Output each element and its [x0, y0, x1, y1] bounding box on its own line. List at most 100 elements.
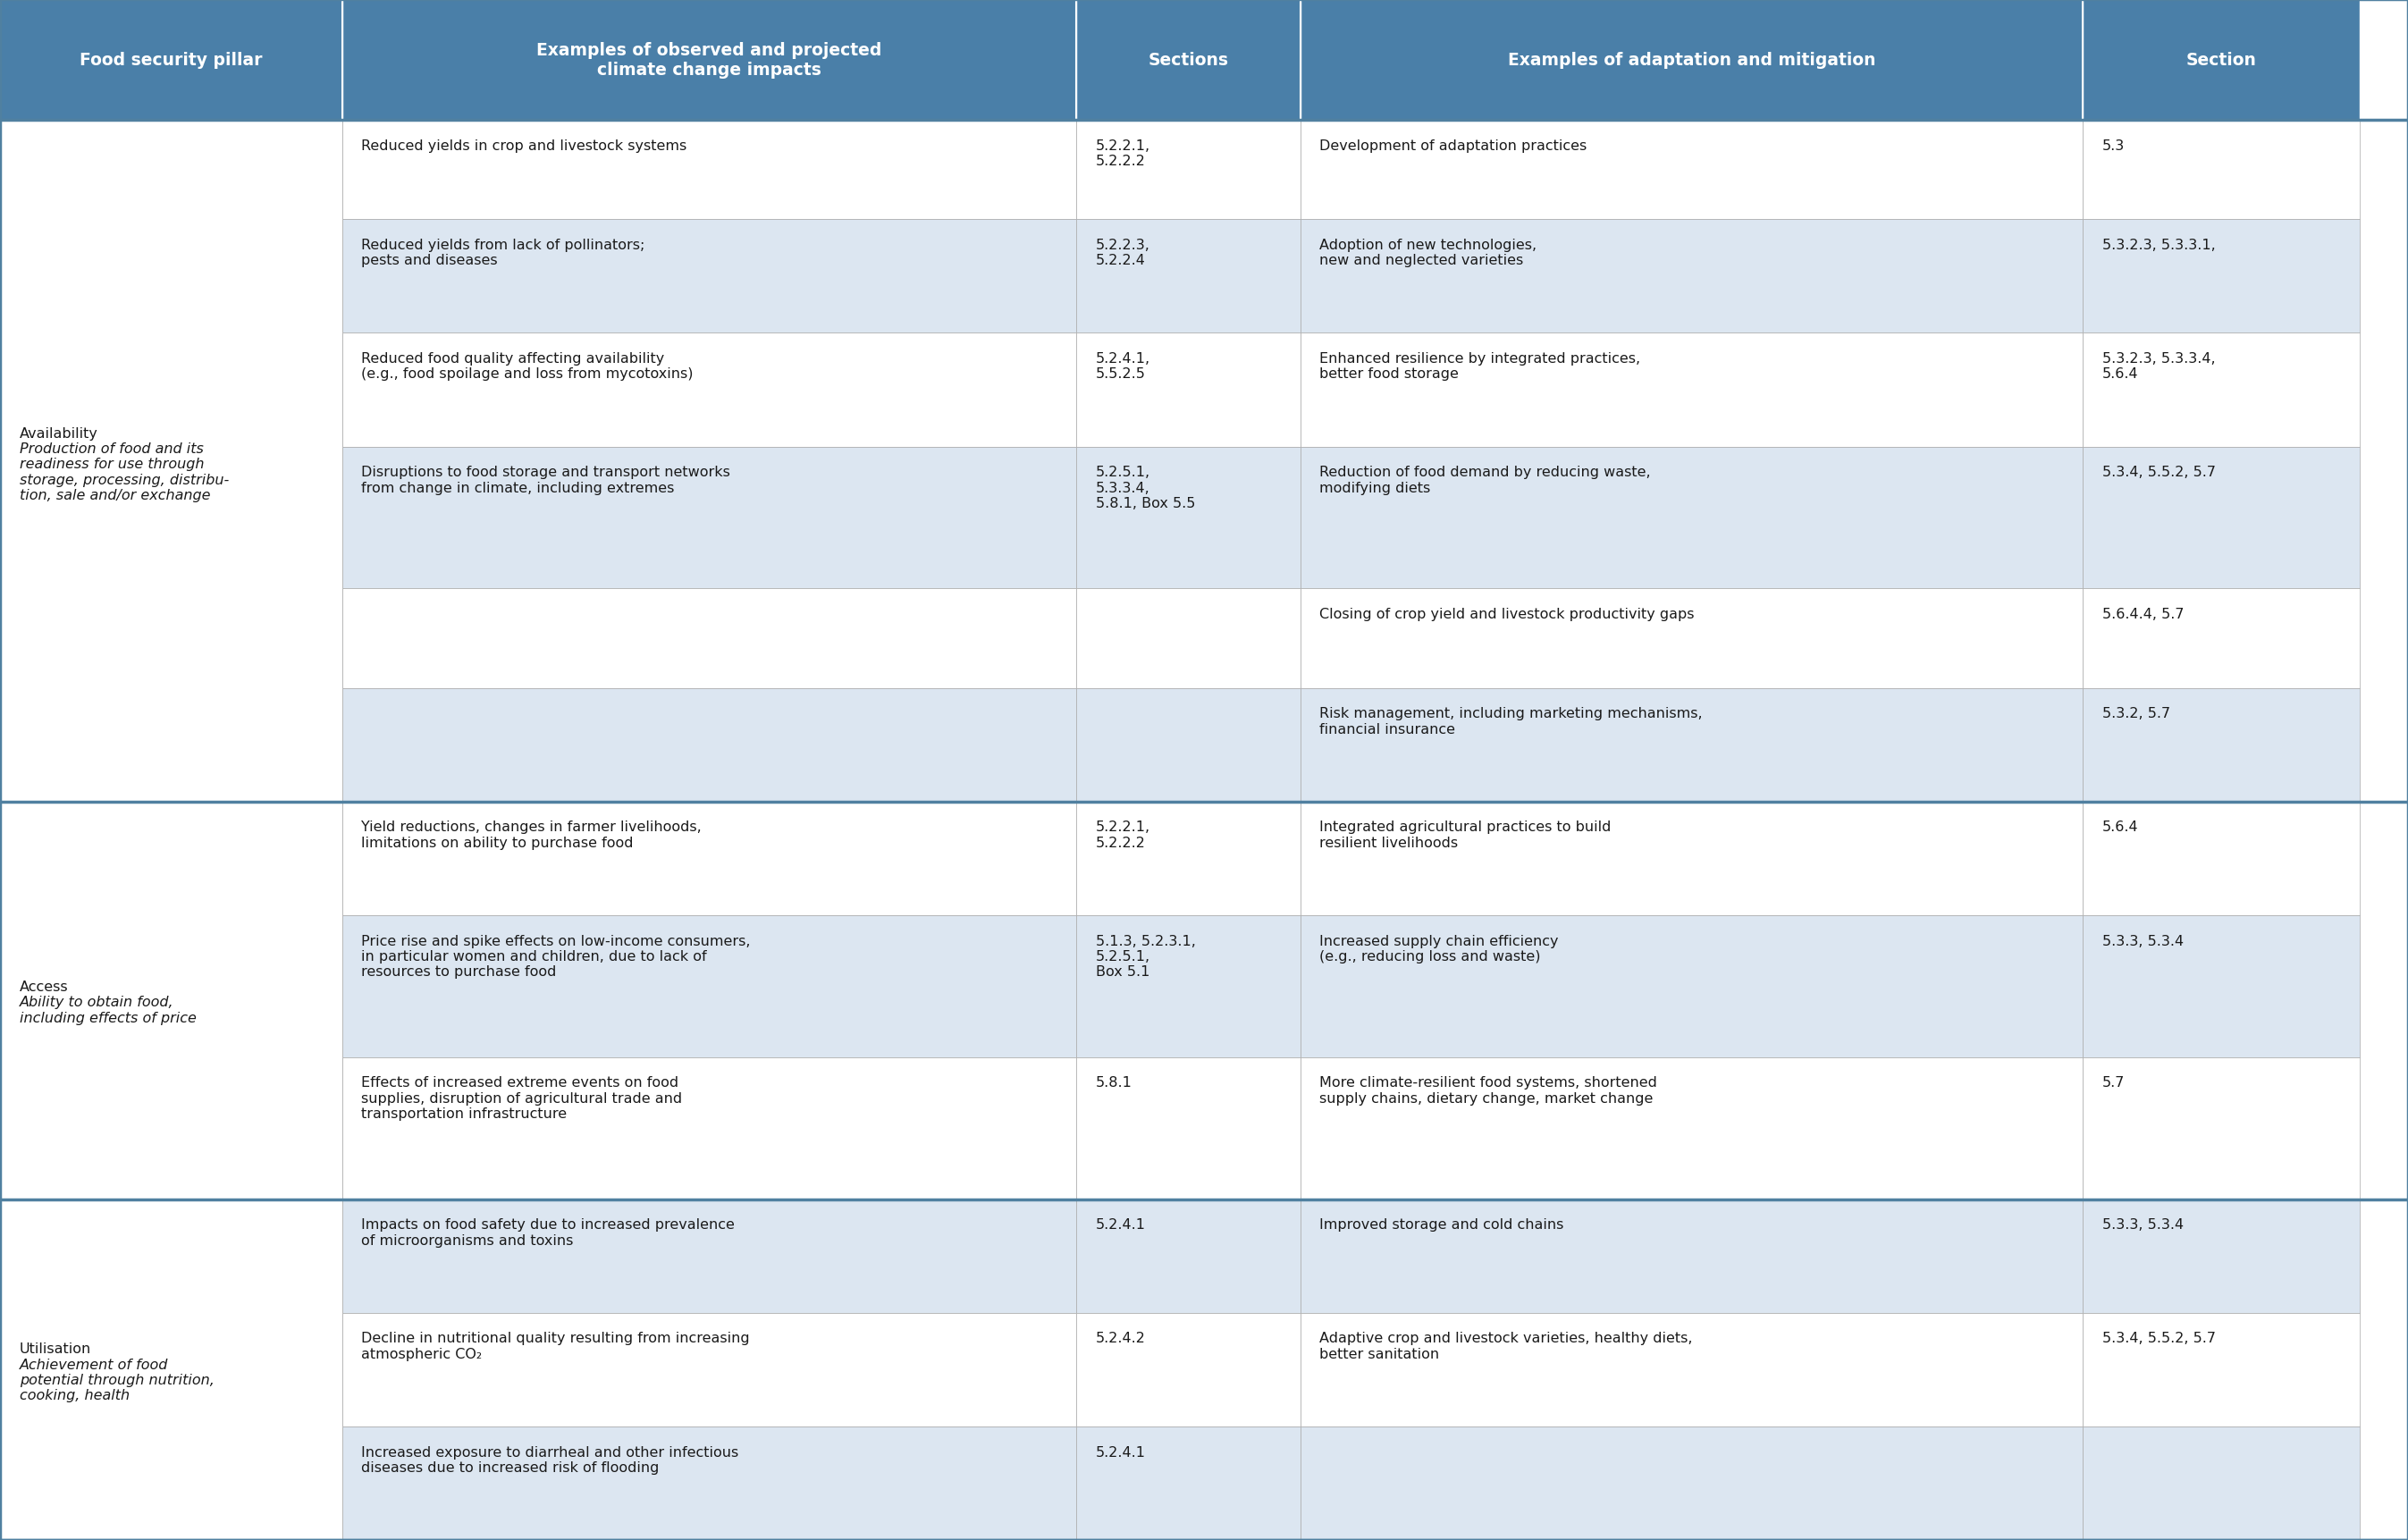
Bar — [1076, 220, 1300, 334]
Bar — [342, 334, 1076, 447]
Text: 5.3.2, 5.7: 5.3.2, 5.7 — [2102, 707, 2170, 721]
Bar — [2083, 334, 2360, 447]
Bar — [342, 802, 1076, 915]
Text: Achievement of food
potential through nutrition,
cooking, health: Achievement of food potential through nu… — [19, 1357, 214, 1401]
Text: 5.2.2.1,
5.2.2.2: 5.2.2.1, 5.2.2.2 — [1096, 139, 1151, 168]
Text: Production of food and its
readiness for use through
storage, processing, distri: Production of food and its readiness for… — [19, 442, 229, 502]
Bar — [1076, 1058, 1300, 1200]
Text: 5.3.2.3, 5.3.3.4,
5.6.4: 5.3.2.3, 5.3.3.4, 5.6.4 — [2102, 353, 2215, 380]
Bar — [0, 220, 342, 334]
Bar — [342, 0, 1076, 120]
Bar — [0, 0, 342, 120]
Bar — [1076, 120, 1300, 220]
Bar — [2083, 588, 2360, 688]
Bar — [1076, 688, 1300, 802]
Text: More climate-resilient food systems, shortened
supply chains, dietary change, ma: More climate-resilient food systems, sho… — [1320, 1076, 1657, 1104]
Text: 5.2.2.3,
5.2.2.4: 5.2.2.3, 5.2.2.4 — [1096, 239, 1151, 268]
Bar — [1300, 1058, 2083, 1200]
Text: Examples of observed and projected
climate change impacts: Examples of observed and projected clima… — [537, 42, 881, 79]
Text: Increased supply chain efficiency
(e.g., reducing loss and waste): Increased supply chain efficiency (e.g.,… — [1320, 933, 1558, 962]
Text: 5.3: 5.3 — [2102, 139, 2124, 152]
Bar — [1300, 447, 2083, 588]
Text: Closing of crop yield and livestock productivity gaps: Closing of crop yield and livestock prod… — [1320, 607, 1695, 621]
Text: Price rise and spike effects on low-income consumers,
in particular women and ch: Price rise and spike effects on low-inco… — [361, 933, 751, 978]
Bar — [0, 688, 342, 802]
Bar — [0, 915, 342, 1058]
Text: Yield reductions, changes in farmer livelihoods,
limitations on ability to purch: Yield reductions, changes in farmer live… — [361, 821, 701, 850]
Text: Risk management, including marketing mechanisms,
financial insurance: Risk management, including marketing mec… — [1320, 707, 1702, 736]
Text: 5.1.3, 5.2.3.1,
5.2.5.1,
Box 5.1: 5.1.3, 5.2.3.1, 5.2.5.1, Box 5.1 — [1096, 933, 1197, 978]
Text: Increased exposure to diarrheal and other infectious
diseases due to increased r: Increased exposure to diarrheal and othe… — [361, 1445, 739, 1474]
Text: Disruptions to food storage and transport networks
from change in climate, inclu: Disruptions to food storage and transpor… — [361, 465, 730, 494]
Bar — [0, 1200, 342, 1314]
Bar — [1300, 1426, 2083, 1540]
Bar — [1076, 1314, 1300, 1426]
Bar — [1076, 334, 1300, 447]
Bar — [2083, 1200, 2360, 1314]
Text: Reduced food quality affecting availability
(e.g., food spoilage and loss from m: Reduced food quality affecting availabil… — [361, 353, 694, 380]
Bar — [0, 588, 342, 688]
Text: 5.3.4, 5.5.2, 5.7: 5.3.4, 5.5.2, 5.7 — [2102, 1332, 2215, 1344]
Bar — [342, 1314, 1076, 1426]
Text: Integrated agricultural practices to build
resilient livelihoods: Integrated agricultural practices to bui… — [1320, 821, 1611, 850]
Text: Development of adaptation practices: Development of adaptation practices — [1320, 139, 1587, 152]
Text: 5.2.4.1: 5.2.4.1 — [1096, 1218, 1146, 1232]
Bar — [1076, 588, 1300, 688]
Text: Ability to obtain food,
including effects of price: Ability to obtain food, including effect… — [19, 995, 195, 1024]
Text: Food security pillar: Food security pillar — [79, 52, 262, 69]
Text: Adaptive crop and livestock varieties, healthy diets,
better sanitation: Adaptive crop and livestock varieties, h… — [1320, 1332, 1693, 1360]
Bar — [0, 1314, 342, 1426]
Text: Effects of increased extreme events on food
supplies, disruption of agricultural: Effects of increased extreme events on f… — [361, 1076, 681, 1121]
Bar — [2083, 220, 2360, 334]
Text: 5.2.4.1,
5.5.2.5: 5.2.4.1, 5.5.2.5 — [1096, 353, 1151, 380]
Text: Utilisation: Utilisation — [19, 1341, 92, 1355]
Bar — [1300, 802, 2083, 915]
Bar — [342, 588, 1076, 688]
Bar — [1076, 915, 1300, 1058]
Bar — [342, 220, 1076, 334]
Text: 5.2.4.2: 5.2.4.2 — [1096, 1332, 1146, 1344]
Text: 5.3.3, 5.3.4: 5.3.3, 5.3.4 — [2102, 1218, 2184, 1232]
Bar — [0, 1426, 342, 1540]
Bar — [2083, 1426, 2360, 1540]
Bar — [1300, 334, 2083, 447]
Bar — [342, 688, 1076, 802]
Bar — [1300, 220, 2083, 334]
Text: Availability: Availability — [19, 427, 99, 440]
Bar — [342, 1426, 1076, 1540]
Bar — [0, 802, 342, 915]
Bar — [0, 802, 342, 1200]
Text: Improved storage and cold chains: Improved storage and cold chains — [1320, 1218, 1563, 1232]
Bar — [342, 915, 1076, 1058]
Bar — [0, 1200, 342, 1540]
Bar — [1076, 447, 1300, 588]
Text: 5.6.4: 5.6.4 — [2102, 821, 2138, 833]
Bar — [0, 120, 342, 802]
Bar — [2083, 1058, 2360, 1200]
Bar — [0, 1058, 342, 1200]
Text: Impacts on food safety due to increased prevalence
of microorganisms and toxins: Impacts on food safety due to increased … — [361, 1218, 734, 1247]
Bar — [342, 1058, 1076, 1200]
Text: 5.8.1: 5.8.1 — [1096, 1076, 1132, 1089]
Text: Adoption of new technologies,
new and neglected varieties: Adoption of new technologies, new and ne… — [1320, 239, 1536, 268]
Bar — [1076, 0, 1300, 120]
Bar — [342, 120, 1076, 220]
Bar — [1300, 588, 2083, 688]
Bar — [1300, 120, 2083, 220]
Bar — [0, 120, 342, 220]
Text: 5.2.2.1,
5.2.2.2: 5.2.2.1, 5.2.2.2 — [1096, 821, 1151, 850]
Text: 5.3.4, 5.5.2, 5.7: 5.3.4, 5.5.2, 5.7 — [2102, 465, 2215, 479]
Bar — [2083, 0, 2360, 120]
Text: 5.6.4.4, 5.7: 5.6.4.4, 5.7 — [2102, 607, 2184, 621]
Bar — [2083, 802, 2360, 915]
Bar — [2083, 447, 2360, 588]
Bar — [0, 334, 342, 447]
Bar — [1300, 1200, 2083, 1314]
Text: Decline in nutritional quality resulting from increasing
atmospheric CO₂: Decline in nutritional quality resulting… — [361, 1332, 749, 1360]
Bar — [1300, 688, 2083, 802]
Bar — [1300, 0, 2083, 120]
Bar — [1300, 1314, 2083, 1426]
Text: Examples of adaptation and mitigation: Examples of adaptation and mitigation — [1507, 52, 1876, 69]
Text: 5.7: 5.7 — [2102, 1076, 2124, 1089]
Bar — [342, 447, 1076, 588]
